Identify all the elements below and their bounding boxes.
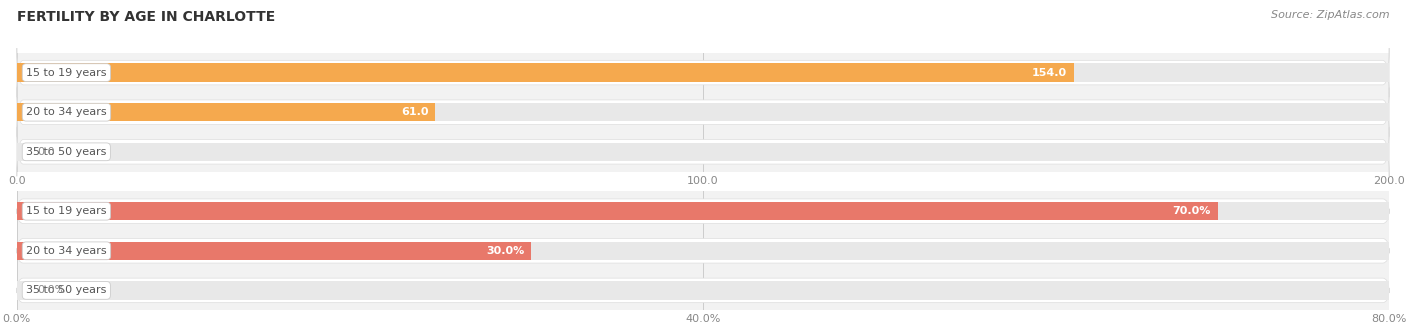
Bar <box>17 63 1389 82</box>
Bar <box>17 281 1389 300</box>
Text: 0.0%: 0.0% <box>38 285 66 295</box>
Text: 35 to 50 years: 35 to 50 years <box>27 147 107 157</box>
Text: 30.0%: 30.0% <box>486 246 524 256</box>
Text: 20 to 34 years: 20 to 34 years <box>27 107 107 117</box>
FancyBboxPatch shape <box>17 127 1389 176</box>
FancyBboxPatch shape <box>17 278 1389 303</box>
Bar <box>17 202 1389 220</box>
Text: 20 to 34 years: 20 to 34 years <box>27 246 107 256</box>
FancyBboxPatch shape <box>17 48 1389 97</box>
FancyBboxPatch shape <box>17 199 1389 223</box>
Text: 15 to 19 years: 15 to 19 years <box>27 206 107 216</box>
Text: Source: ZipAtlas.com: Source: ZipAtlas.com <box>1271 10 1389 20</box>
Text: 0.0: 0.0 <box>38 147 55 157</box>
Bar <box>17 103 1389 121</box>
Text: 70.0%: 70.0% <box>1173 206 1211 216</box>
Bar <box>17 63 1074 82</box>
Bar <box>17 202 1218 220</box>
Text: 154.0: 154.0 <box>1032 68 1067 78</box>
Text: 15 to 19 years: 15 to 19 years <box>27 68 107 78</box>
Bar <box>17 143 1389 161</box>
Text: 35 to 50 years: 35 to 50 years <box>27 285 107 295</box>
Bar <box>17 242 531 260</box>
FancyBboxPatch shape <box>17 239 1389 263</box>
Text: 61.0: 61.0 <box>401 107 429 117</box>
Text: FERTILITY BY AGE IN CHARLOTTE: FERTILITY BY AGE IN CHARLOTTE <box>17 10 276 24</box>
Bar <box>17 103 436 121</box>
Bar <box>17 242 1389 260</box>
FancyBboxPatch shape <box>17 88 1389 137</box>
